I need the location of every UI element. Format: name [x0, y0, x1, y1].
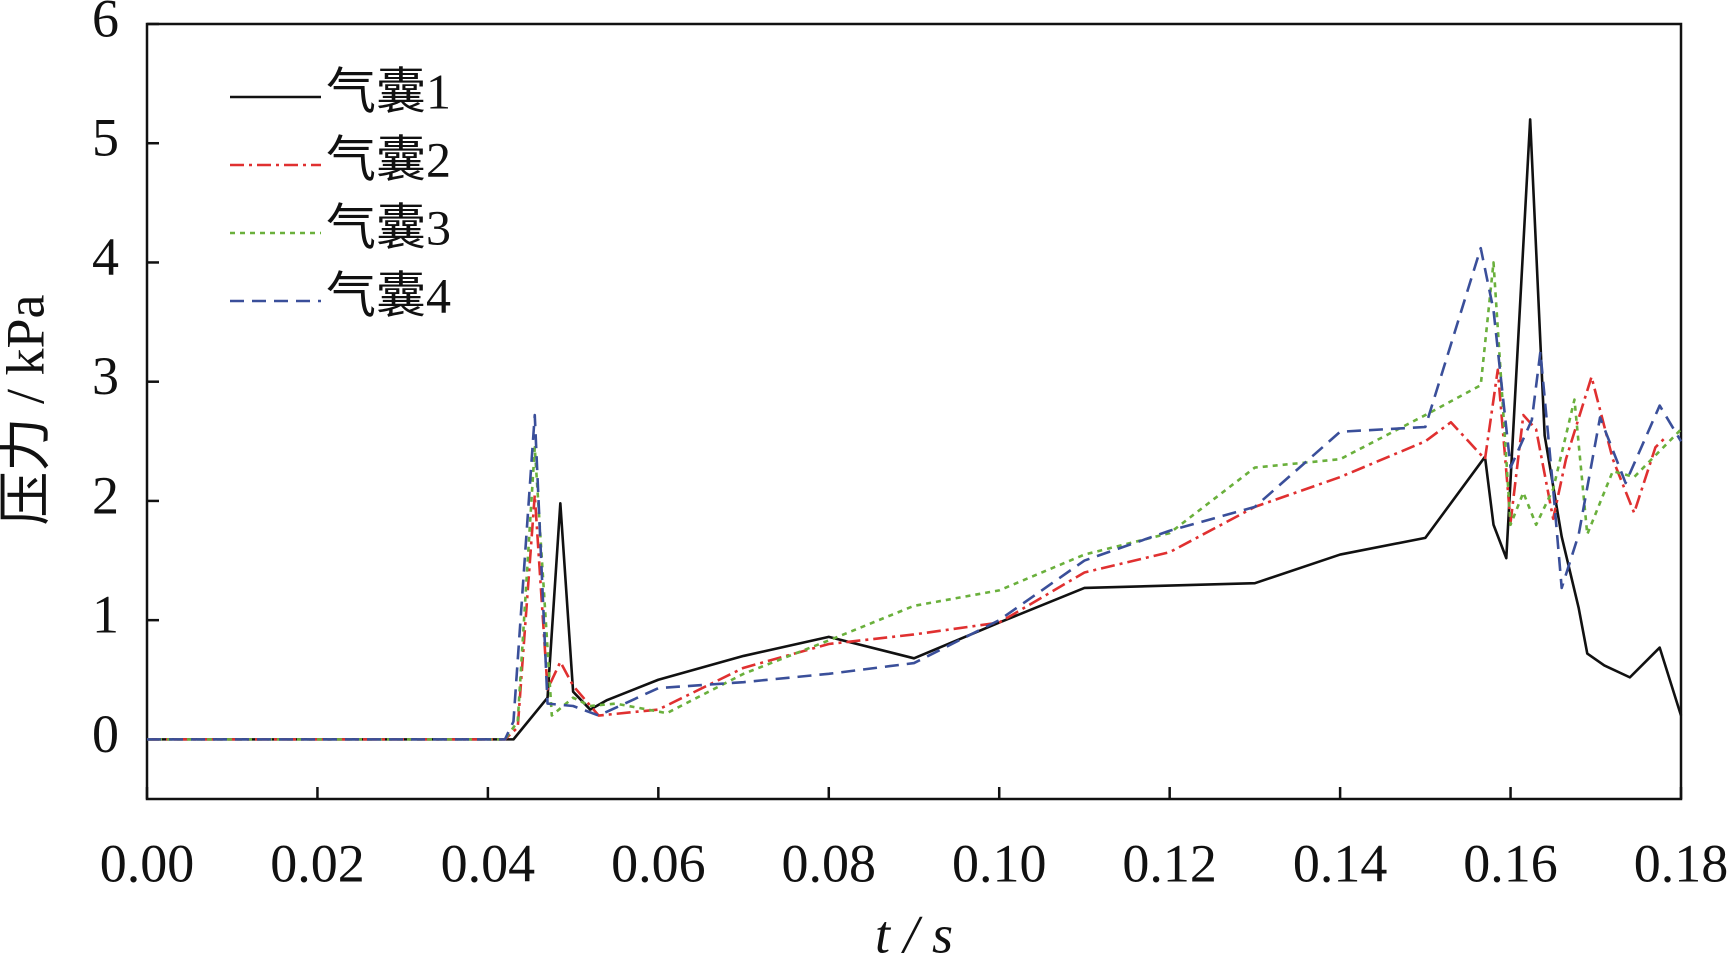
x-tick-label: 0.10 [952, 833, 1047, 893]
y-tick-label: 4 [92, 227, 119, 287]
legend-label: 气囊4 [326, 267, 451, 323]
legend-label: 气囊3 [326, 199, 451, 255]
x-tick-label: 0.06 [611, 833, 706, 893]
legend-label: 气囊1 [326, 63, 451, 119]
y-tick-label: 1 [92, 585, 119, 645]
y-tick-label: 0 [92, 704, 119, 764]
x-axis-label: t / s [875, 904, 953, 962]
x-tick-label: 0.14 [1293, 833, 1388, 893]
y-tick-label: 5 [92, 108, 119, 168]
x-tick-label: 0.18 [1634, 833, 1729, 893]
series-line [147, 261, 1682, 741]
x-tick-label: 0.16 [1463, 833, 1558, 893]
y-tick-label: 2 [92, 465, 119, 525]
x-tick-label: 0.00 [100, 833, 195, 893]
series-line [147, 368, 1665, 741]
x-tick-label: 0.12 [1122, 833, 1217, 893]
x-tick-label: 0.08 [782, 833, 877, 893]
y-tick-label: 3 [92, 346, 119, 406]
x-tick-label: 0.02 [270, 833, 365, 893]
y-axis-label: 压力 / kPa [0, 294, 55, 525]
x-tick-label: 0.04 [441, 833, 536, 893]
plot-frame [145, 22, 1683, 801]
legend-label: 气囊2 [326, 131, 451, 187]
y-tick-label: 6 [92, 0, 119, 48]
series-line [147, 246, 1683, 741]
